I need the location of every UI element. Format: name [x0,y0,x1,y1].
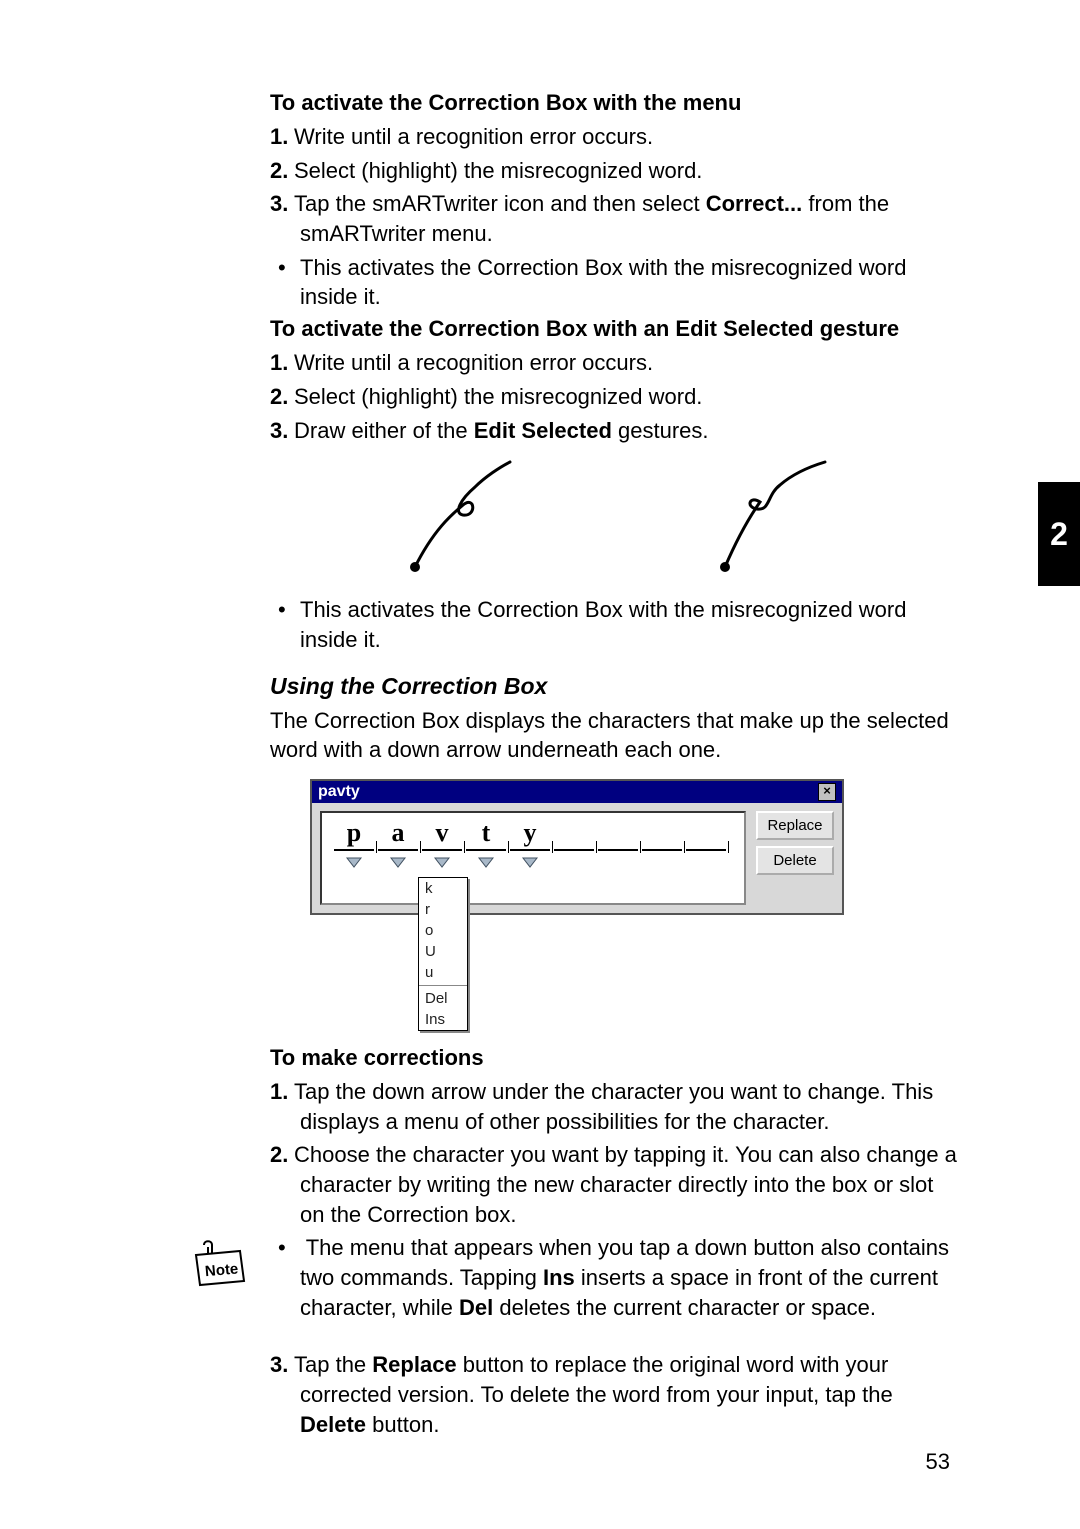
s1-step2: 2.Select (highlight) the misrecognized w… [270,156,960,186]
slot-char: p [332,819,376,847]
char-slot[interactable]: t [464,819,508,873]
s1-step3-pre: Tap the smARTwriter icon and then select [294,191,706,216]
s4-step1: 1.Tap the down arrow under the character… [270,1077,960,1136]
s1-step2-text: Select (highlight) the misrecognized wor… [294,158,702,183]
replace-button[interactable]: Replace [756,811,834,840]
s4-step3-post: button. [366,1412,439,1437]
s2-step3-bold: Edit Selected [474,418,612,443]
s3-intro: The Correction Box displays the characte… [270,706,960,765]
char-slot[interactable]: v [420,819,464,873]
chapter-tab: 2 [1038,482,1080,586]
dropdown-item[interactable]: k [419,878,467,899]
s4-note-bullet: The menu that appears when you tap a dow… [270,1233,960,1322]
slot-char: a [376,819,420,847]
correction-box-title: pavty [318,783,360,801]
s4-note-b2: Del [459,1295,493,1320]
heading-using-correction-box: Using the Correction Box [270,673,960,700]
slot-char: t [464,819,508,847]
char-slot[interactable]: a [376,819,420,873]
s4-step2: 2.Choose the character you want by tappi… [270,1140,960,1229]
dropdown-item[interactable]: U [419,941,467,962]
chevron-down-icon[interactable] [376,855,420,873]
s1-step3: 3.Tap the smARTwriter icon and then sele… [270,189,960,248]
s2-step1-text: Write until a recognition error occurs. [294,350,653,375]
chevron-down-icon[interactable] [464,855,508,873]
dropdown-item[interactable]: r [419,899,467,920]
note-label: Note [204,1261,239,1281]
s2-bullet: This activates the Correction Box with t… [270,595,960,654]
gesture-figures [270,457,960,577]
dropdown-item[interactable]: u [419,962,467,983]
correction-box-figure: pavty × pavtyxxxx Replace Delete kroUuDe… [310,779,960,915]
s2-step3: 3.Draw either of the Edit Selected gestu… [270,416,960,446]
chevron-down-icon[interactable] [420,855,464,873]
s4-step2-text: Choose the character you want by tapping… [294,1142,957,1226]
s4-note-b1: Ins [543,1265,575,1290]
s4-step3: 3.Tap the Replace button to replace the … [270,1350,960,1439]
correction-box-window: pavty × pavtyxxxx Replace Delete kroUuDe… [310,779,844,915]
slot-char: v [420,819,464,847]
s4-step3-b2: Delete [300,1412,366,1437]
s4-step3-b1: Replace [372,1352,456,1377]
char-slot-empty[interactable]: x [640,819,684,873]
chevron-down-icon[interactable] [508,855,552,873]
s1-step1-text: Write until a recognition error occurs. [294,124,653,149]
page-number: 53 [926,1449,950,1475]
s2-step2-text: Select (highlight) the misrecognized wor… [294,384,702,409]
correction-box-titlebar: pavty × [312,781,842,803]
char-slot-empty[interactable]: x [552,819,596,873]
close-icon[interactable]: × [818,783,836,801]
s1-step3-bold: Correct... [706,191,803,216]
s2-step1: 1.Write until a recognition error occurs… [270,348,960,378]
chevron-down-icon[interactable] [332,855,376,873]
correction-box-input[interactable]: pavtyxxxx [320,811,746,905]
s2-bullet-text: This activates the Correction Box with t… [300,597,906,652]
char-slot[interactable]: y [508,819,552,873]
s1-bullet-text: This activates the Correction Box with t… [300,255,906,310]
char-slot-empty[interactable]: x [596,819,640,873]
dropdown-command[interactable]: Del [419,988,467,1009]
char-slot-empty[interactable]: x [684,819,728,873]
s2-step2: 2.Select (highlight) the misrecognized w… [270,382,960,412]
gesture-icon-loop-right [385,457,535,577]
delete-button[interactable]: Delete [756,846,834,875]
s4-step1-text: Tap the down arrow under the character y… [294,1079,933,1134]
s4-step3-pre: Tap the [294,1352,372,1377]
slot-char: y [508,819,552,847]
s1-bullet: This activates the Correction Box with t… [270,253,960,312]
manual-page: To activate the Correction Box with the … [0,0,1080,1529]
s2-step3-post: gestures. [612,418,709,443]
heading-activate-gesture: To activate the Correction Box with an E… [270,316,960,342]
gesture-icon-loop-left [695,457,845,577]
heading-make-corrections: To make corrections [270,1045,960,1071]
character-dropdown[interactable]: kroUu DelIns [418,877,468,1031]
char-slot[interactable]: p [332,819,376,873]
s4-note-post: deletes the current character or space. [493,1295,876,1320]
note-icon: Note [190,1237,254,1291]
dropdown-command[interactable]: Ins [419,1009,467,1030]
s2-step3-pre: Draw either of the [294,418,474,443]
dropdown-item[interactable]: o [419,920,467,941]
heading-activate-menu: To activate the Correction Box with the … [270,90,960,116]
s1-step1: 1.Write until a recognition error occurs… [270,122,960,152]
